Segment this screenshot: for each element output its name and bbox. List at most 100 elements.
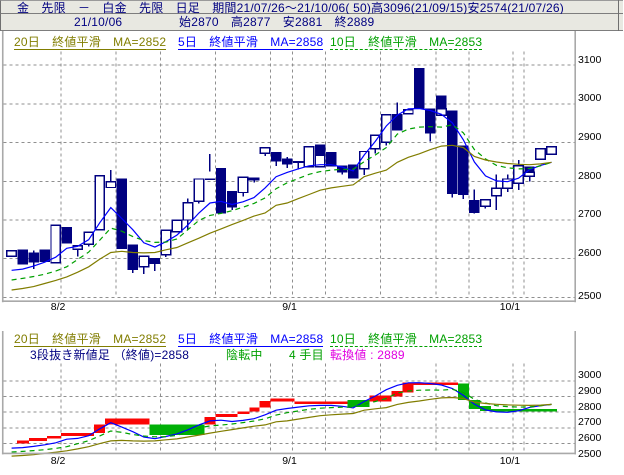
candle-body-10/5 xyxy=(535,148,546,160)
info-chart-name: 3段抜き新値足 （終値)=2858 xyxy=(30,348,190,362)
candle-body-10/6 xyxy=(546,146,558,155)
nlb-block-up-12 xyxy=(270,398,295,402)
candle-body-8/19 xyxy=(193,178,205,202)
candle-body-8/31 xyxy=(281,158,293,165)
main-xaxis-label-8/2: 8/2 xyxy=(50,301,66,313)
candle-body-8/26 xyxy=(248,177,260,181)
nlb-block-up-5 xyxy=(105,418,150,425)
candle-body-8/6 xyxy=(105,180,117,189)
candle-body-9/28 xyxy=(480,199,491,207)
nlb-block-up-11 xyxy=(259,400,271,408)
candle-body-9/13 xyxy=(380,114,392,143)
sub-yaxis-label-2800: 2800 xyxy=(578,400,602,413)
quote-date: 21/10/06 xyxy=(74,15,123,29)
main-yaxis-label-3100: 3100 xyxy=(578,53,602,66)
main-yaxis-label-2600: 2600 xyxy=(578,247,602,260)
sub-ma-line-10日 終値平滑 xyxy=(11,388,552,453)
candle-body-8/13 xyxy=(149,258,161,265)
nlb-block-up-2 xyxy=(46,435,62,439)
main-yaxis-label-2700: 2700 xyxy=(578,208,602,221)
main-ma-line-5日 終値平滑 xyxy=(11,107,552,271)
candle-body-9/24 xyxy=(458,145,469,195)
nlb-block-down-22 xyxy=(490,408,557,412)
nlb-block-up-0 xyxy=(17,440,30,444)
main-yaxis-label-2800: 2800 xyxy=(578,169,602,182)
candle-ext-9/3 xyxy=(314,154,326,168)
candle-body-8/24 xyxy=(226,191,238,208)
candle-body-8/30 xyxy=(270,152,282,162)
sub-xaxis-label-9/1: 9/1 xyxy=(282,455,297,467)
candle-body-9/21 xyxy=(436,95,447,110)
nlb-block-up-3 xyxy=(61,432,95,437)
legend-ma20-sub: 20日 終値平滑 MA=2852 xyxy=(14,332,167,347)
quote-ohlc: 始2870 高2877 安2881 終2889 xyxy=(179,15,375,29)
main-xaxis-label-10/1: 10/1 xyxy=(499,301,521,313)
main-xaxis-label-9/1: 9/1 xyxy=(282,301,297,313)
nlb-block-down-21 xyxy=(479,405,491,412)
nlb-block-up-15 xyxy=(369,395,392,402)
nlb-block-down-19 xyxy=(457,383,469,400)
candle-body-9/22 xyxy=(447,110,458,194)
candle-body-8/10 xyxy=(116,178,127,250)
candle-body-9/17 xyxy=(425,108,436,134)
header-right-edge xyxy=(618,0,619,31)
info-reversal-value: 転換値 : 2889 xyxy=(330,348,405,362)
candle-body-8/12 xyxy=(138,255,150,268)
candle-ext-9/21 xyxy=(435,108,447,116)
candle-body-9/3 xyxy=(314,144,326,156)
candle-body-9/29 xyxy=(491,187,502,197)
nlb-block-up-17 xyxy=(402,382,414,393)
legend-ma5-main: 5日 終値平滑 MA=2858 xyxy=(178,35,324,50)
main-yaxis-label-2500: 2500 xyxy=(578,290,602,302)
nlb-block-up-1 xyxy=(29,438,47,441)
candle-ext-10/4 xyxy=(524,171,535,177)
header-title-bar: 金 先限 － 白金 先限 日足 期間21/07/26～21/10/06( 50)… xyxy=(0,0,623,14)
candle-body-8/17 xyxy=(171,219,183,233)
candle-body-7/30 xyxy=(50,224,62,264)
candle-body-9/16 xyxy=(414,67,425,110)
candle-body-8/27 xyxy=(259,146,271,154)
sub-yaxis-label-2900: 2900 xyxy=(578,385,602,398)
candle-body-9/27 xyxy=(469,200,480,214)
legend-ma5-sub: 5日 終値平滑 MA=2858 xyxy=(178,332,324,347)
candle-body-9/2 xyxy=(303,146,315,168)
nlb-block-down-6 xyxy=(149,424,205,436)
candle-body-7/27 xyxy=(17,249,28,265)
info-line-count: 4 手目 xyxy=(289,348,324,362)
sub-ma-line-5日 終値平滑 xyxy=(11,382,552,449)
nlb-block-up-16 xyxy=(391,390,403,397)
candle-body-7/28 xyxy=(28,252,39,263)
sub-yaxis-label-2700: 2700 xyxy=(578,416,602,429)
main-yaxis-label-3000: 3000 xyxy=(578,92,602,105)
candle-body-7/26 xyxy=(6,250,18,258)
nlb-block-up-9 xyxy=(237,411,250,415)
main-ma-line-20日 終値平滑 xyxy=(11,144,552,291)
candle-body-9/30 xyxy=(502,178,513,189)
candle-body-9/1 xyxy=(292,161,304,163)
candle-body-8/23 xyxy=(215,168,227,214)
candle-body-8/2 xyxy=(61,227,72,244)
candle-body-8/25 xyxy=(237,176,249,194)
nlb-block-up-10 xyxy=(249,407,260,412)
candle-body-8/18 xyxy=(182,201,194,221)
sub-xaxis-label-10/1: 10/1 xyxy=(499,455,521,467)
nlb-block-up-13 xyxy=(294,401,348,404)
info-trend-state: 陰転中 xyxy=(226,348,263,362)
chart-title: 金 先限 － 白金 先限 日足 期間21/07/26～21/10/06( 50)… xyxy=(17,1,564,15)
candle-body-8/4 xyxy=(83,231,95,246)
candle-body-7/29 xyxy=(39,249,50,262)
main-ma-line-10日 終値平滑 xyxy=(11,124,552,281)
candle-body-9/9 xyxy=(358,150,370,170)
sub-yaxis-label-3000: 3000 xyxy=(578,369,602,382)
main-yaxis-label-2900: 2900 xyxy=(578,131,602,143)
sub-ma-line-20日 終値平滑 xyxy=(11,396,552,457)
sub-xaxis-label-8/2: 8/2 xyxy=(50,455,66,467)
candle-body-9/6 xyxy=(325,151,337,167)
legend-ma10-sub: 10日 終値平滑 MA=2853 xyxy=(330,332,483,347)
nlb-block-down-14 xyxy=(347,400,370,407)
sub-yaxis-label-2600: 2600 xyxy=(578,432,602,444)
header-quote-bar: 21/10/06 始2870 高2877 安2881 終2889 xyxy=(0,14,623,31)
sub-yaxis-label-2500: 2500 xyxy=(578,447,602,460)
